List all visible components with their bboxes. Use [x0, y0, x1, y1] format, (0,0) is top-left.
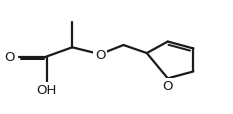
Text: O: O — [5, 51, 15, 63]
Text: O: O — [162, 80, 173, 93]
Text: O: O — [95, 48, 106, 61]
Text: OH: OH — [36, 83, 57, 96]
